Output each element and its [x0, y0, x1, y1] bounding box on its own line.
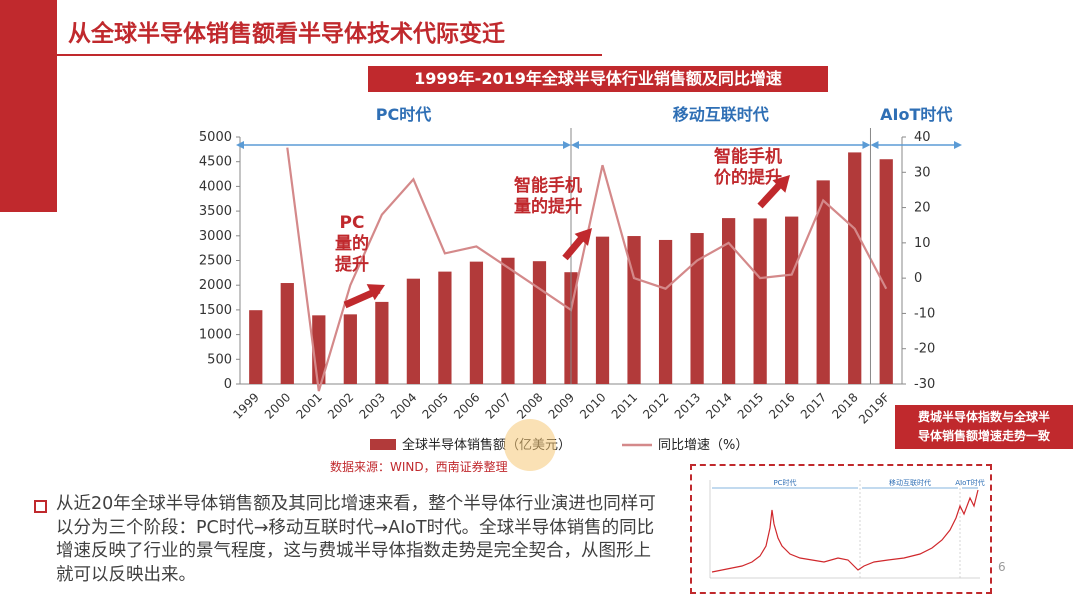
left-tick-label: 4000 — [199, 179, 232, 194]
watermark-seal-icon — [504, 419, 556, 471]
page-number: 6 — [998, 560, 1006, 574]
inset-era-label: PC时代 — [773, 478, 796, 487]
chart-title: 1999年-2019年全球半导体行业销售额及同比增速 — [368, 66, 828, 92]
left-tick-label: 3000 — [199, 229, 232, 244]
bar — [532, 261, 547, 384]
page-title: 从全球半导体销售额看半导体技术代际变迁 — [68, 21, 505, 47]
bar — [438, 271, 452, 384]
right-tick-label: 0 — [914, 271, 922, 286]
left-tick-label: 3500 — [199, 204, 232, 219]
left-accent-bar — [0, 0, 57, 212]
annotation-text: 提升 — [335, 255, 369, 275]
right-tick-label: 10 — [914, 236, 931, 251]
bar — [658, 239, 673, 384]
era-label: AIoT时代 — [880, 105, 952, 124]
right-tick-label: -10 — [914, 306, 935, 321]
bar — [343, 314, 357, 384]
x-tick-label: 2015 — [735, 390, 766, 421]
annotation-text: 量的 — [335, 233, 369, 254]
bar — [469, 261, 484, 384]
x-tick-label: 2002 — [325, 390, 356, 421]
left-tick-label: 5000 — [199, 130, 232, 145]
title-underline — [57, 54, 602, 56]
left-tick-label: 2000 — [199, 278, 232, 293]
bar — [595, 236, 610, 384]
left-tick-label: 4500 — [199, 155, 232, 170]
x-tick-label: 2003 — [356, 390, 387, 421]
annotation-text: 智能手机 — [514, 175, 582, 196]
rising-arrow-head-icon — [366, 284, 385, 301]
x-tick-label: 2010 — [577, 390, 608, 421]
right-tick-label: 30 — [914, 165, 931, 180]
rising-arrow-head-icon — [574, 228, 592, 246]
body-text: 从近20年全球半导体销售额及其同比增速来看，整个半导体行业演进也同样可以分为三个… — [56, 494, 656, 585]
bar — [280, 283, 294, 384]
bullet-square-icon — [34, 500, 47, 513]
bar — [375, 301, 389, 384]
era-arrow-left-icon — [571, 141, 579, 149]
bar — [721, 218, 736, 384]
inset-era-label: 移动互联时代 — [889, 478, 931, 487]
bar — [249, 310, 263, 384]
x-tick-label: 2011 — [609, 390, 640, 421]
inset-line-chart: PC时代 移动互联时代 AIoT时代 — [709, 478, 985, 579]
x-tick-label: 2001 — [293, 390, 324, 421]
era-arrow-right-icon — [862, 141, 871, 149]
era-label: 移动互联时代 — [673, 105, 769, 124]
left-tick-label: 500 — [207, 352, 232, 367]
right-tick-label: 40 — [914, 130, 931, 145]
x-tick-label: 2019F — [856, 390, 892, 426]
bar — [501, 257, 515, 384]
era-arrow-right-icon — [563, 141, 571, 149]
x-tick-label: 2009 — [546, 390, 577, 421]
right-tick-label: 20 — [914, 201, 931, 216]
inset-sox-chart: PC时代 移动互联时代 AIoT时代 — [690, 464, 992, 594]
x-tick-label: 2005 — [420, 390, 451, 421]
left-tick-label: 0 — [224, 377, 232, 392]
bar — [848, 152, 862, 384]
bar — [816, 180, 830, 384]
bar — [406, 278, 421, 384]
inset-era-label: AIoT时代 — [955, 478, 984, 487]
bar — [627, 236, 641, 384]
era-arrow-left-icon — [236, 141, 244, 149]
x-tick-label: 2017 — [798, 390, 829, 421]
data-source: 数据来源：WIND，西南证券整理 — [330, 460, 508, 474]
x-tick-label: 1999 — [230, 390, 261, 421]
right-tick-label: -30 — [914, 377, 935, 392]
legend-line-label: 同比增速（%） — [658, 438, 748, 453]
x-tick-label: 2014 — [703, 390, 734, 421]
left-tick-label: 1500 — [199, 303, 232, 318]
bar — [690, 233, 704, 384]
note-line-1: 费城半导体指数与全球半 — [917, 410, 1050, 424]
x-tick-label: 2013 — [672, 390, 703, 421]
rising-arrow-head-icon — [772, 175, 790, 193]
bar — [879, 159, 893, 384]
era-label: PC时代 — [376, 105, 431, 124]
era-arrow-left-icon — [870, 141, 879, 149]
left-tick-label: 2500 — [199, 254, 232, 269]
era-arrow-right-icon — [954, 141, 962, 149]
annotation-text: 量的提升 — [514, 196, 582, 217]
x-tick-label: 2008 — [514, 390, 545, 421]
inset-index-line — [711, 489, 979, 573]
x-tick-label: 2016 — [766, 390, 797, 421]
x-tick-label: 2006 — [451, 390, 482, 421]
annotation-text: PC — [340, 213, 365, 233]
note-line-2: 导体销售额增速走势一致 — [917, 429, 1050, 443]
annotation-text: 智能手机 — [714, 146, 782, 167]
left-tick-label: 1000 — [199, 328, 232, 343]
note-box: 费城半导体指数与全球半 导体销售额增速走势一致 — [895, 405, 1073, 449]
x-tick-label: 2007 — [483, 390, 514, 421]
x-tick-label: 2004 — [388, 390, 419, 421]
right-tick-label: -20 — [914, 342, 935, 357]
bar — [785, 216, 799, 384]
x-tick-label: 2000 — [262, 390, 293, 421]
annotation-text: 价的提升 — [714, 167, 782, 188]
bar — [753, 218, 767, 384]
x-tick-label: 2012 — [640, 390, 671, 421]
legend-bar-swatch — [370, 439, 396, 450]
